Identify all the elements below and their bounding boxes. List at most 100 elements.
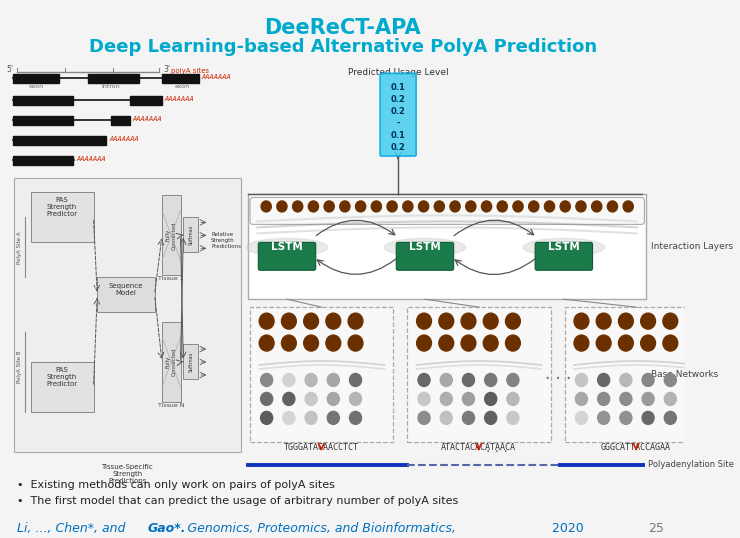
Circle shape (576, 412, 588, 424)
Circle shape (260, 412, 272, 424)
Circle shape (327, 373, 340, 386)
Circle shape (620, 412, 632, 424)
Circle shape (545, 201, 554, 212)
Circle shape (277, 201, 287, 212)
Bar (13, 116, 73, 125)
Text: Relative
Strength
Predictions: Relative Strength Predictions (211, 232, 241, 249)
Circle shape (260, 373, 272, 386)
Text: Gao*.: Gao*. (147, 521, 186, 535)
FancyBboxPatch shape (380, 73, 416, 156)
Circle shape (665, 392, 676, 406)
Circle shape (305, 412, 317, 424)
Text: AAAAAAA: AAAAAAA (132, 116, 162, 122)
Circle shape (281, 313, 296, 329)
Bar (30, 193, 93, 242)
Circle shape (439, 313, 454, 329)
Text: GGGCATTACCAGAA: GGGCATTACCAGAA (601, 443, 671, 452)
Bar (248, 194, 646, 299)
Text: AAAAAAA: AAAAAAA (76, 155, 106, 161)
Circle shape (439, 335, 454, 351)
Bar (13, 74, 59, 83)
Circle shape (642, 412, 654, 424)
Circle shape (326, 313, 340, 329)
Text: . . .: . . . (545, 365, 571, 384)
Bar (130, 96, 162, 105)
Circle shape (419, 201, 428, 212)
Circle shape (576, 373, 588, 386)
Circle shape (461, 313, 476, 329)
Circle shape (349, 373, 362, 386)
Text: Tissue-Specific
Strength
Predictions: Tissue-Specific Strength Predictions (101, 464, 153, 484)
Circle shape (305, 373, 317, 386)
Circle shape (620, 373, 632, 386)
Text: 0.1: 0.1 (391, 131, 406, 140)
Text: TGGGATACAACCTCT: TGGGATACAACCTCT (283, 443, 359, 452)
Circle shape (349, 392, 362, 406)
Text: Deep Learning-based Alternative PolyA Prediction: Deep Learning-based Alternative PolyA Pr… (89, 38, 596, 56)
Circle shape (355, 201, 366, 212)
Text: Fully
Connected: Fully Connected (166, 348, 177, 376)
Text: 0.1: 0.1 (391, 83, 406, 92)
Circle shape (665, 412, 676, 424)
Circle shape (327, 392, 340, 406)
Text: PolyA Site B: PolyA Site B (17, 351, 22, 383)
Circle shape (574, 335, 589, 351)
Text: Softmax: Softmax (188, 351, 193, 372)
Circle shape (598, 412, 610, 424)
Circle shape (260, 392, 272, 406)
Circle shape (292, 201, 303, 212)
Bar (97, 277, 155, 312)
Ellipse shape (523, 238, 605, 256)
Circle shape (418, 392, 430, 406)
Bar (13, 136, 106, 145)
Circle shape (462, 412, 474, 424)
Circle shape (485, 392, 497, 406)
Ellipse shape (384, 238, 465, 256)
Text: AAAAAAA: AAAAAAA (110, 136, 139, 141)
Circle shape (497, 201, 508, 212)
Bar (88, 74, 139, 83)
Text: 2020: 2020 (548, 521, 584, 535)
Circle shape (507, 392, 519, 406)
Circle shape (261, 201, 272, 212)
Circle shape (387, 201, 397, 212)
Text: intron: intron (102, 84, 121, 89)
Circle shape (483, 313, 498, 329)
Circle shape (528, 201, 539, 212)
Circle shape (417, 335, 431, 351)
Text: PAS
Strength
Predictor: PAS Strength Predictor (47, 197, 78, 217)
Bar (162, 74, 199, 83)
Circle shape (340, 201, 350, 212)
Circle shape (576, 392, 588, 406)
Text: PAS
Strength
Predictor: PAS Strength Predictor (47, 367, 78, 387)
Circle shape (418, 373, 430, 386)
Circle shape (303, 335, 318, 351)
FancyBboxPatch shape (535, 242, 593, 270)
Circle shape (327, 412, 340, 424)
Circle shape (283, 373, 295, 386)
Text: ATACTACACATAACA: ATACTACACATAACA (441, 443, 517, 452)
Bar (565, 307, 708, 442)
Circle shape (371, 201, 381, 212)
Text: LSTM: LSTM (548, 242, 579, 252)
Circle shape (623, 201, 633, 212)
Circle shape (403, 201, 413, 212)
Text: Softmax: Softmax (188, 225, 193, 245)
Text: DeeReCT-APA: DeeReCT-APA (264, 18, 421, 38)
Circle shape (305, 392, 317, 406)
Text: 0.2: 0.2 (391, 95, 406, 104)
Circle shape (259, 335, 274, 351)
Text: 3': 3' (163, 65, 170, 74)
Circle shape (574, 313, 589, 329)
Circle shape (620, 392, 632, 406)
Circle shape (283, 392, 295, 406)
Circle shape (283, 412, 295, 424)
Circle shape (326, 335, 340, 351)
Circle shape (259, 313, 274, 329)
Text: •  Existing methods can only work on pairs of polyA sites: • Existing methods can only work on pair… (17, 480, 334, 490)
Circle shape (642, 392, 654, 406)
Text: exon: exon (29, 84, 44, 89)
Bar (184, 344, 198, 379)
Circle shape (608, 201, 618, 212)
Text: Base Networks: Base Networks (651, 370, 718, 379)
